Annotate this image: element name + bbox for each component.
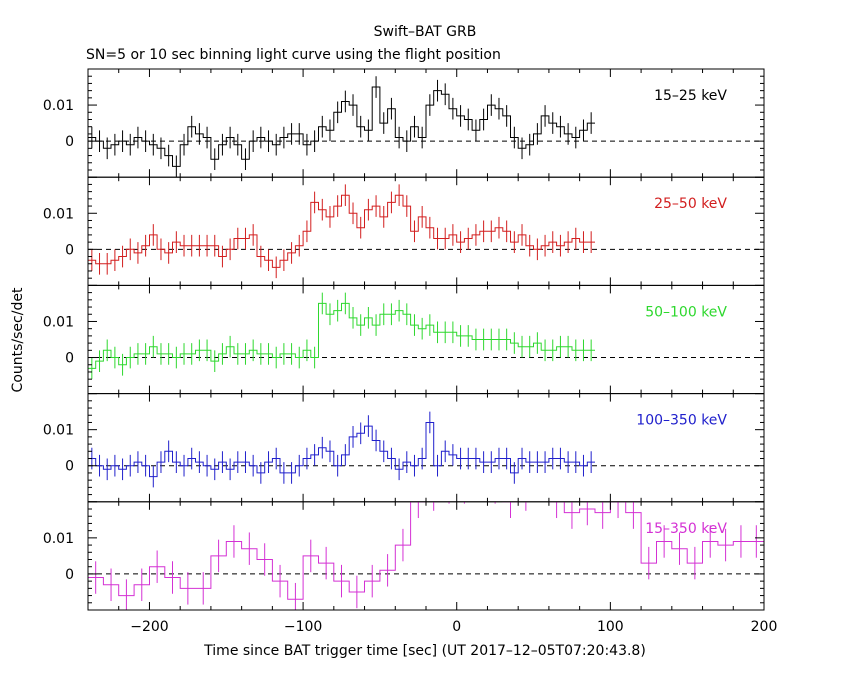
chart-subtitle: SN=5 or 10 sec binning light curve using… <box>86 47 501 63</box>
series-step-line <box>88 194 595 268</box>
y-tick-label: 0.01 <box>43 206 74 222</box>
y-tick-label: 0.01 <box>43 531 74 547</box>
x-tick-label: 0 <box>452 619 461 635</box>
y-tick-label: 0 <box>65 459 74 475</box>
panel-2: 0 0.01 25–50 keV <box>43 176 765 286</box>
y-tick-label: 0.01 <box>43 423 74 439</box>
y-tick-label: 0 <box>65 134 74 150</box>
y-tick-label: 0 <box>65 351 74 367</box>
series-group <box>88 292 595 380</box>
x-tick-label: 200 <box>751 619 778 635</box>
series-group <box>88 184 595 279</box>
series-group <box>88 76 595 178</box>
series-label: 50–100 keV <box>645 304 727 320</box>
x-tick-label: −200 <box>130 619 168 635</box>
x-tick-label: −100 <box>284 619 322 635</box>
y-tick-label: 0.01 <box>43 314 74 330</box>
series-step-line <box>88 86 595 167</box>
y-tick-label: 0 <box>65 567 74 583</box>
series-step-line <box>88 422 595 478</box>
series-label: 100–350 keV <box>636 413 727 429</box>
panel-3: 0 0.01 50–100 keV <box>43 284 765 395</box>
series-step-line <box>88 302 595 369</box>
series-group <box>88 501 764 610</box>
panel-frame <box>87 176 765 286</box>
x-axis-label: Time since BAT trigger time [sec] (UT 20… <box>203 643 646 659</box>
y-tick-label: 0.01 <box>43 98 74 114</box>
panel-4: 0 0.01 100–350 keV <box>43 393 765 503</box>
panel-1: 0 0.01 15–25 keV <box>43 68 765 178</box>
panel-frame <box>87 501 765 611</box>
series-label: 15–350 keV <box>645 521 727 537</box>
panel-frame <box>87 284 765 395</box>
series-label: 25–50 keV <box>654 196 727 212</box>
chart-title: Swift–BAT GRB <box>374 24 477 40</box>
y-tick-label: 0 <box>65 242 74 258</box>
x-tick-label: 100 <box>597 619 624 635</box>
panels-group: 0 0.01 15–25 keV 0 0.01 25–50 keV 0 0.01 50–100 … <box>43 68 778 635</box>
panel-5: 0 0.01 15–350 keV <box>43 501 765 611</box>
series-group <box>88 411 595 488</box>
y-axis-label: Counts/sec/det <box>10 287 26 392</box>
series-label: 15–25 keV <box>654 88 727 104</box>
